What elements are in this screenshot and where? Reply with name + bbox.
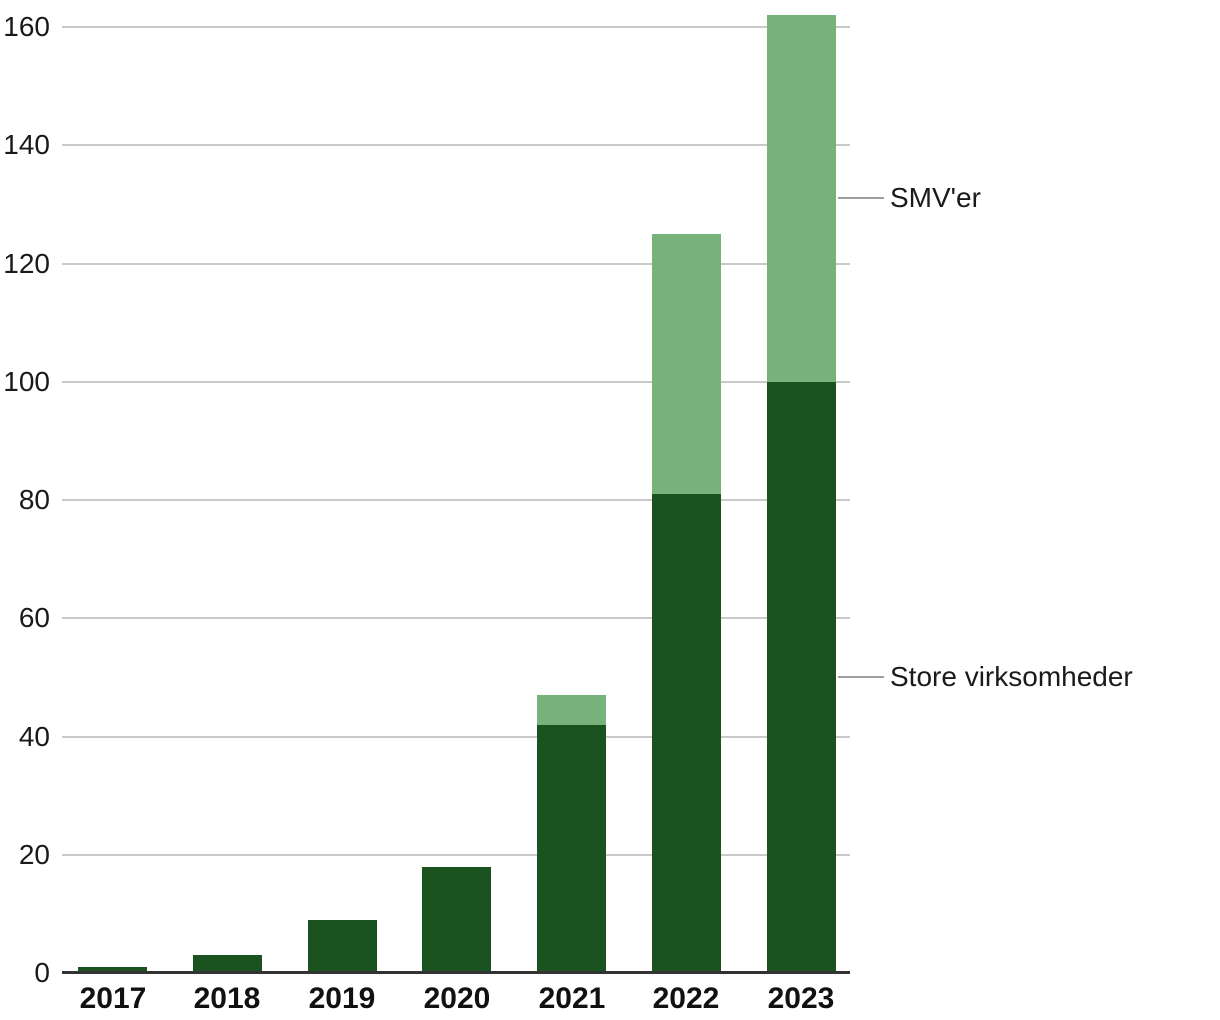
series-label-line-smv-er: [838, 197, 884, 199]
y-axis-tick-label-140: 140: [3, 129, 50, 160]
bar-segment-smv-er-2023: [767, 15, 836, 382]
bar-segment-store-virksomheder-2023: [767, 382, 836, 973]
y-axis-tick-label-0: 0: [34, 957, 50, 988]
x-axis-label-2017: 2017: [79, 982, 147, 1015]
gridline-20: [62, 854, 850, 856]
series-label-store-virksomheder: Store virksomheder: [890, 661, 1133, 692]
x-axis-label-2022: 2022: [652, 982, 720, 1015]
gridline-140: [62, 144, 850, 146]
series-label-line-store-virksomheder: [838, 676, 884, 678]
x-axis-line: [62, 971, 850, 974]
bar-segment-store-virksomheder-2021: [537, 725, 606, 973]
x-axis-label-2023: 2023: [767, 982, 835, 1015]
y-axis-tick-label-100: 100: [3, 366, 50, 397]
bar-segment-smv-er-2022: [652, 234, 721, 494]
y-axis-tick-label-160: 160: [3, 11, 50, 42]
gridline-160: [62, 26, 850, 28]
bar-segment-store-virksomheder-2018: [193, 955, 262, 973]
x-axis-label-2018: 2018: [193, 982, 261, 1015]
gridline-40: [62, 736, 850, 738]
gridline-120: [62, 263, 850, 265]
bar-segment-store-virksomheder-2020: [422, 867, 491, 973]
y-axis-tick-label-120: 120: [3, 248, 50, 279]
gridline-80: [62, 499, 850, 501]
y-axis-tick-label-40: 40: [18, 721, 50, 752]
bar-segment-store-virksomheder-2017: [78, 967, 147, 973]
gridline-100: [62, 381, 850, 383]
x-axis-label-2019: 2019: [308, 982, 376, 1015]
bar-segment-store-virksomheder-2022: [652, 494, 721, 973]
y-axis-tick-label-60: 60: [18, 602, 50, 633]
bar-segment-store-virksomheder-2019: [308, 920, 377, 973]
x-axis-label-2021: 2021: [538, 982, 606, 1015]
series-label-smv-er: SMV'er: [890, 182, 981, 213]
x-axis-label-2020: 2020: [423, 982, 491, 1015]
y-axis-tick-label-20: 20: [18, 839, 50, 870]
gridline-60: [62, 617, 850, 619]
y-axis-tick-label-80: 80: [18, 484, 50, 515]
bar-segment-smv-er-2021: [537, 695, 606, 725]
